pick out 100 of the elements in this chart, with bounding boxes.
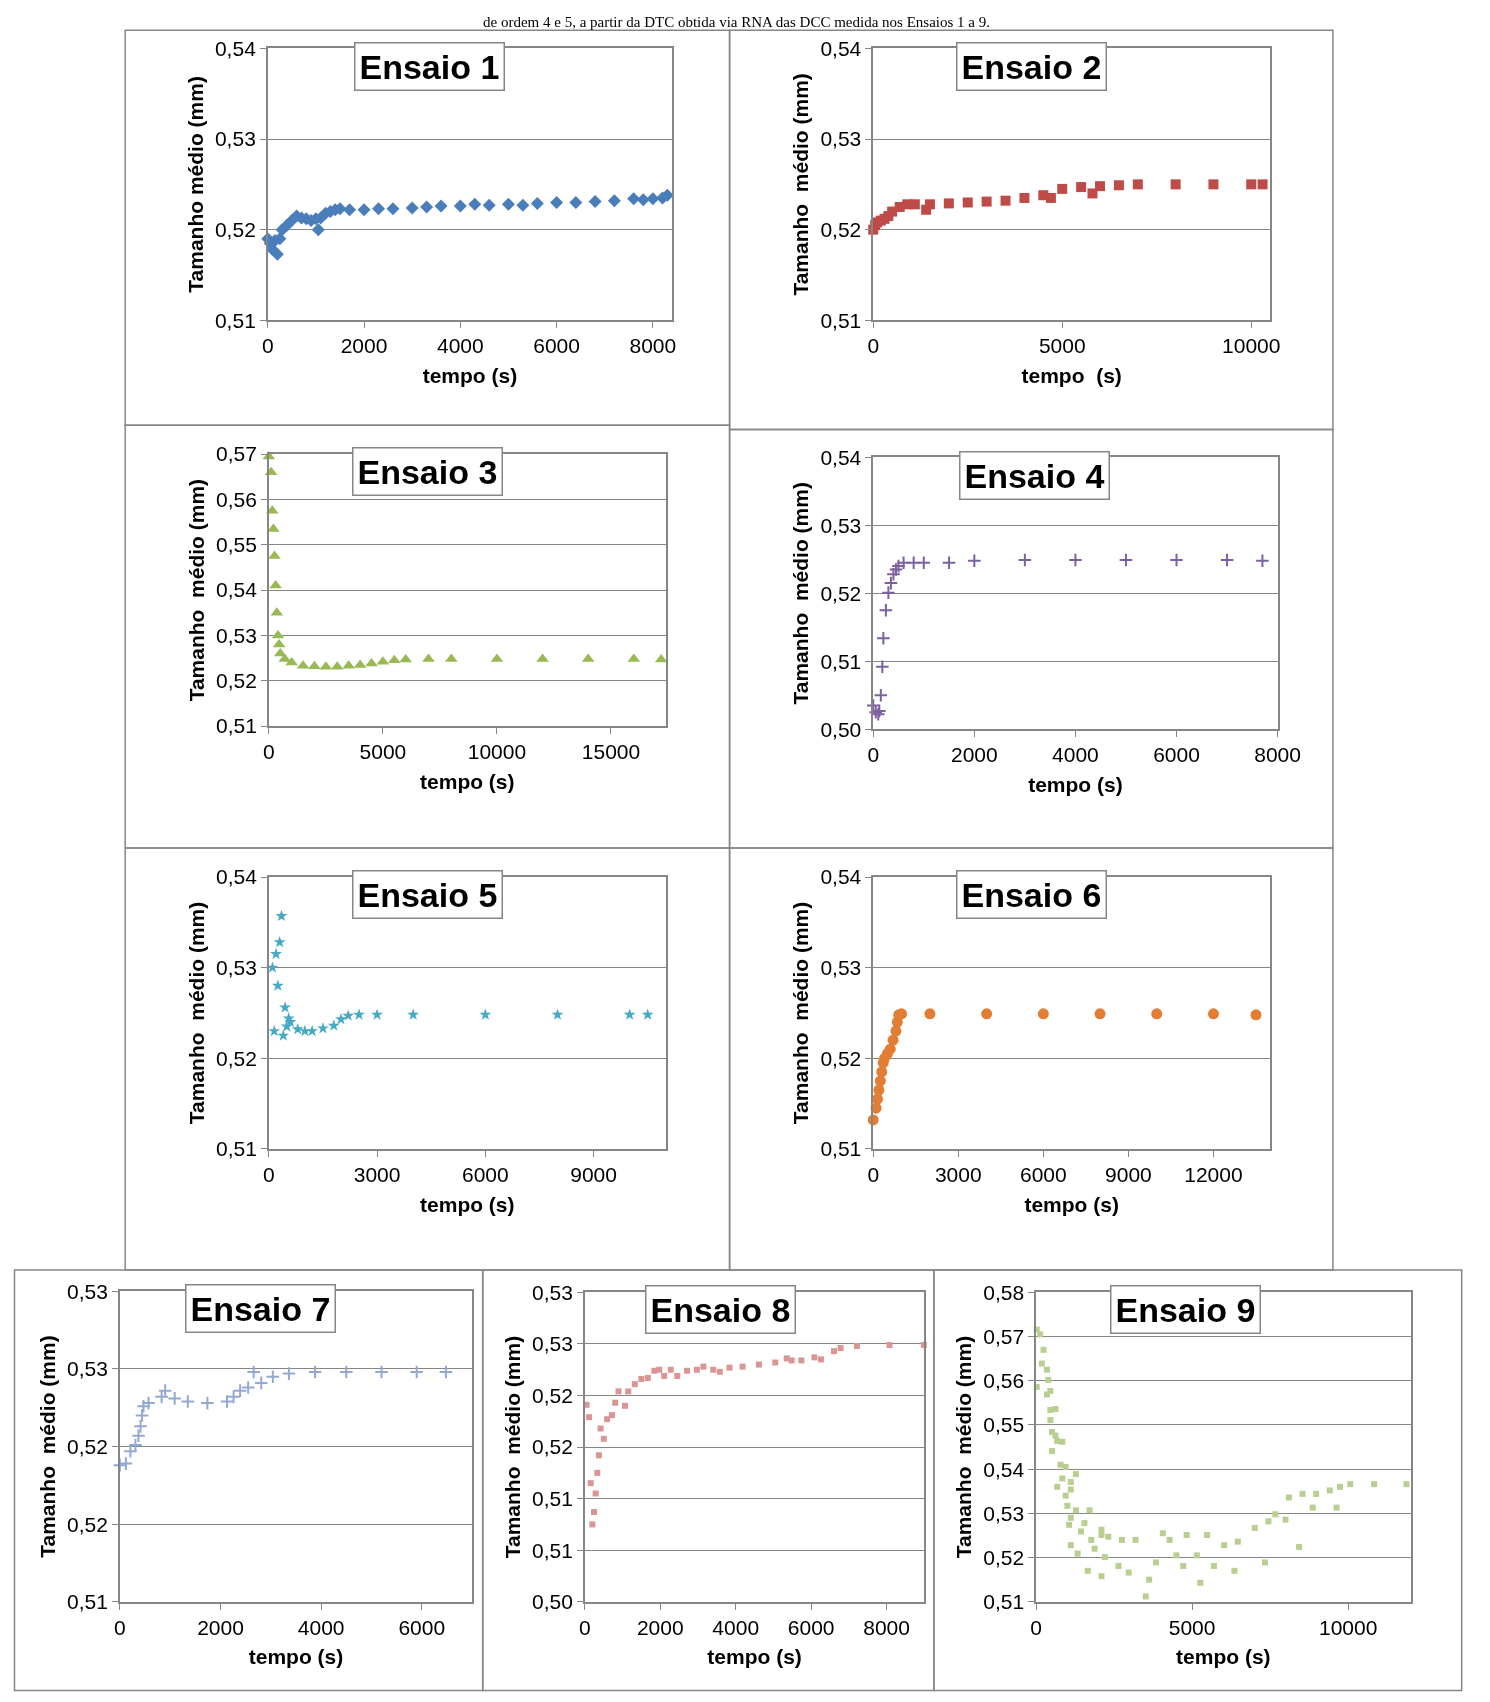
x-tick-label: 0 [867, 1162, 880, 1186]
y-tick-label: 0,53 [820, 127, 862, 151]
x-tick-label: 6000 [533, 334, 580, 358]
x-tick-label: 6000 [1153, 743, 1200, 767]
y-tick-label: 0,51 [983, 1590, 1025, 1614]
chart-title: Ensaio 5 [357, 875, 498, 914]
y-tick-label: 0,53 [67, 1279, 108, 1303]
x-tick-label: 8000 [863, 1615, 910, 1639]
x-tick-label: 2000 [636, 1615, 684, 1639]
chart-title: Ensaio 9 [1115, 1290, 1256, 1329]
y-tick-label: 0,53 [983, 1501, 1025, 1525]
x-tick-label: 6000 [398, 1615, 446, 1639]
y-tick-label: 0,52 [216, 1046, 257, 1070]
x-tick-label: 0 [579, 1615, 591, 1639]
x-tick-label: 2000 [340, 334, 388, 358]
y-tick-label: 0,52 [983, 1545, 1025, 1569]
x-tick-label: 2000 [950, 743, 998, 767]
y-tick-label: 0,54 [820, 36, 862, 60]
chart-title: Ensaio 1 [359, 47, 500, 86]
x-tick-label: 0 [867, 334, 880, 358]
x-tick-label: 6000 [787, 1615, 835, 1639]
y-tick-label: 0,53 [532, 1332, 573, 1356]
x-tick-label: 9000 [1105, 1162, 1152, 1186]
y-tick-label: 0,51 [67, 1590, 108, 1614]
y-tick-label: 0,52 [67, 1434, 108, 1458]
y-tick-label: 0,53 [67, 1357, 108, 1381]
x-axis-title: tempo (s) [248, 1645, 344, 1669]
y-tick-label: 0,57 [216, 442, 257, 466]
y-tick-label: 0,53 [820, 955, 862, 979]
y-axis-title: Tamanho médio (mm) [184, 901, 208, 1125]
chart-title: Ensaio 6 [961, 875, 1102, 914]
y-tick-label: 0,54 [820, 865, 862, 889]
x-tick-label: 10000 [1222, 334, 1281, 358]
y-tick-label: 0,50 [820, 717, 862, 741]
x-tick-label: 4000 [297, 1615, 345, 1639]
x-tick-label: 4000 [1052, 743, 1099, 767]
chart-title: Ensaio 8 [650, 1290, 791, 1329]
x-tick-label: 6000 [1019, 1162, 1067, 1186]
y-tick-label: 0,53 [820, 513, 862, 537]
y-tick-label: 0,51 [214, 308, 256, 332]
x-tick-label: 8000 [1254, 743, 1301, 767]
y-tick-label: 0,52 [532, 1383, 573, 1407]
y-tick-label: 0,54 [983, 1457, 1025, 1481]
y-tick-label: 0,54 [214, 36, 257, 60]
chart-title: Ensaio 3 [357, 452, 498, 491]
y-tick-label: 0,54 [216, 578, 258, 602]
y-tick-label: 0,56 [216, 487, 257, 511]
chart-title: Ensaio 2 [961, 47, 1102, 86]
x-axis-title: tempo (s) [1024, 1192, 1119, 1216]
y-tick-label: 0,52 [532, 1435, 573, 1459]
chart-title: Ensaio 7 [190, 1289, 331, 1328]
y-tick-label: 0,55 [216, 533, 257, 557]
x-tick-label: 0 [114, 1615, 126, 1639]
y-axis-title: Tamanho médio (mm) [951, 1335, 975, 1559]
y-tick-label: 0,54 [820, 445, 862, 469]
x-tick-label: 2000 [197, 1615, 244, 1639]
y-axis-title: Tamanho médio (mm) [35, 1335, 59, 1558]
x-tick-label: 12000 [1184, 1162, 1243, 1186]
y-tick-label: 0,56 [983, 1369, 1025, 1393]
y-tick-label: 0,52 [820, 218, 862, 242]
x-tick-label: 8000 [629, 334, 677, 358]
y-tick-label: 0,52 [67, 1512, 108, 1536]
y-tick-label: 0,51 [532, 1538, 573, 1562]
y-tick-label: 0,52 [214, 218, 256, 242]
x-tick-label: 10000 [1318, 1615, 1378, 1639]
x-tick-label: 0 [262, 1162, 275, 1186]
x-tick-label: 0 [262, 740, 275, 764]
y-axis-title: Tamanho médio (mm) [789, 73, 813, 296]
y-axis-title: Tamanho médio (mm) [183, 76, 207, 293]
x-axis-title: tempo (s) [1176, 1645, 1271, 1669]
x-tick-label: 6000 [461, 1162, 509, 1186]
y-tick-label: 0,54 [216, 865, 258, 889]
y-tick-label: 0,53 [532, 1280, 573, 1304]
x-axis-title: tempo (s) [1021, 363, 1122, 387]
y-tick-label: 0,51 [216, 714, 257, 738]
y-tick-label: 0,53 [216, 955, 257, 979]
x-tick-label: 5000 [1038, 334, 1086, 358]
x-tick-label: 4000 [436, 334, 484, 358]
y-tick-label: 0,55 [983, 1413, 1025, 1437]
x-tick-label: 3000 [934, 1162, 982, 1186]
y-axis-title: Tamanho médio (mm) [500, 1335, 524, 1559]
y-tick-label: 0,50 [532, 1590, 573, 1614]
y-tick-label: 0,52 [820, 1046, 862, 1070]
x-tick-label: 0 [261, 334, 274, 358]
y-tick-label: 0,57 [983, 1324, 1025, 1348]
y-tick-label: 0,52 [820, 581, 862, 605]
x-tick-label: 5000 [359, 740, 407, 764]
y-tick-label: 0,52 [216, 669, 257, 693]
y-tick-label: 0,51 [820, 649, 862, 673]
y-tick-label: 0,51 [216, 1137, 257, 1161]
x-tick-label: 3000 [353, 1162, 401, 1186]
x-tick-label: 4000 [712, 1615, 760, 1639]
y-tick-label: 0,51 [820, 308, 862, 332]
chart-title: Ensaio 4 [964, 456, 1105, 495]
y-axis-title: Tamanho médio (mm) [789, 901, 813, 1125]
x-tick-label: 9000 [570, 1162, 617, 1186]
y-tick-label: 0,51 [532, 1486, 573, 1510]
x-tick-label: 0 [867, 743, 880, 767]
y-axis-title: Tamanho médio (mm) [789, 482, 813, 705]
text: de ordem 4 e 5, a partir da DTC obtida via RNA das DCC medida nos Ensaios 1 a 9. [483, 14, 990, 30]
